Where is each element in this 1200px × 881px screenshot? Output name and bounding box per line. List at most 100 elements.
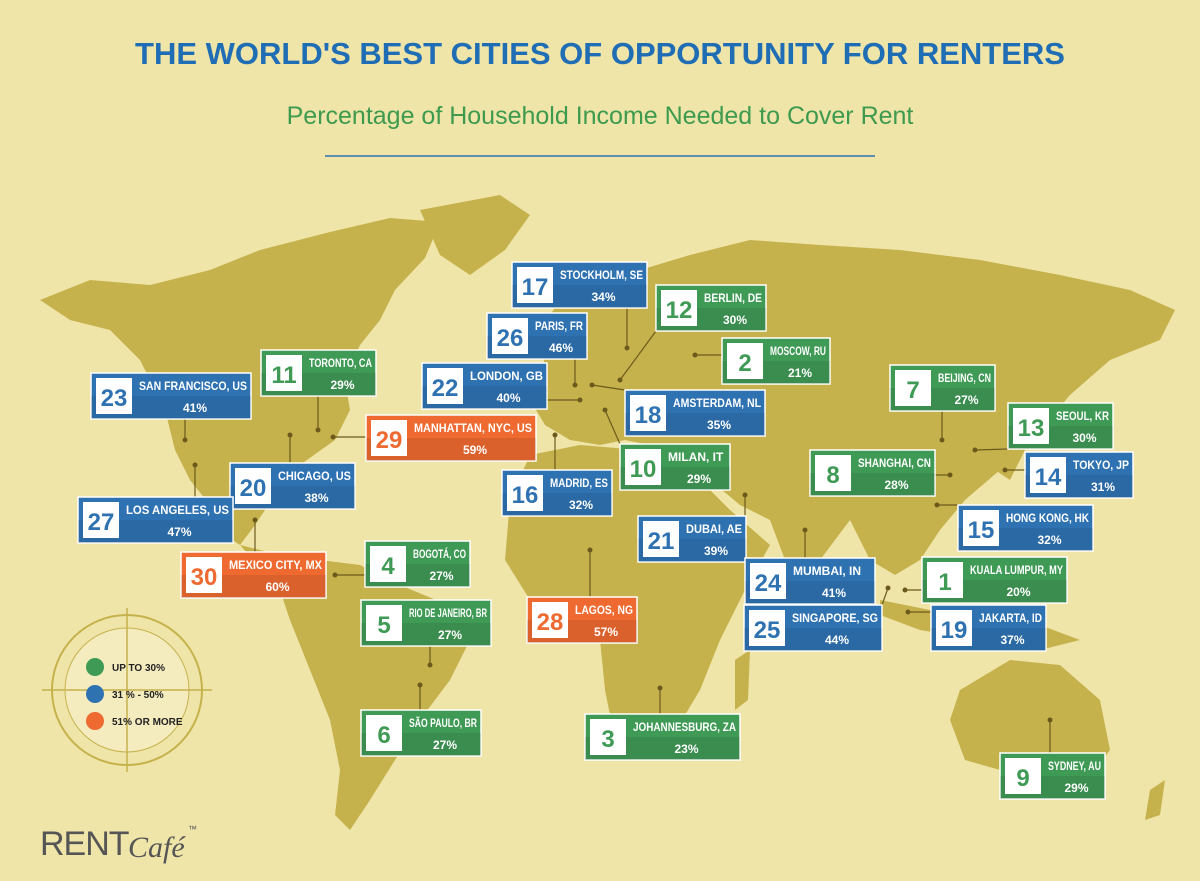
rank-badge (1005, 758, 1041, 794)
rank: 4 (381, 553, 395, 580)
rent-share: 30% (1072, 431, 1096, 445)
subtitle: Percentage of Household Income Needed to… (287, 102, 914, 130)
city-pin (939, 437, 945, 443)
rank: 25 (754, 617, 781, 644)
city-box: 4 BOGOTÁ, CO 27% (364, 540, 471, 588)
rank-badge (371, 420, 407, 456)
city-box: 20 CHICAGO, US 38% (229, 462, 356, 510)
rank-badge (815, 455, 851, 491)
rent-share: 27% (438, 628, 462, 642)
rank-badge (936, 610, 972, 646)
city-name: SHANGHAI, CN (858, 456, 931, 470)
city-name: TORONTO, CA (309, 356, 372, 370)
city-pin (934, 502, 940, 508)
rent-share: 41% (822, 586, 846, 600)
city-pin (287, 432, 293, 438)
rank-badge (590, 719, 626, 755)
rank: 14 (1035, 464, 1062, 491)
city-name: LOS ANGELES, US (126, 503, 229, 517)
city-name: HONG KONG, HK (1006, 511, 1089, 525)
rent-share: 34% (591, 290, 615, 304)
city-box: 11 TORONTO, CA 29% (260, 349, 377, 397)
city-pin (552, 432, 558, 438)
city-name: MILAN, IT (668, 450, 724, 464)
rank: 21 (648, 528, 675, 555)
rank: 12 (666, 297, 693, 324)
legend: UP TO 30% 31 % - 50% 51% OR MORE (42, 608, 212, 772)
city-name: RIO DE JANEIRO, BR (409, 606, 487, 620)
city-pin (617, 377, 623, 383)
city-box: 23 SAN FRANCISCO, US 41% (90, 372, 252, 420)
logo-script: Café (128, 831, 186, 864)
city-box: 12 BERLIN, DE 30% (655, 284, 767, 332)
rank-badge (370, 546, 406, 582)
city-box: 5 RIO DE JANEIRO, BR 27% (360, 599, 492, 647)
legend-swatch (86, 712, 104, 730)
city-name: MANHATTAN, NYC, US (414, 421, 532, 435)
logo-mark: ™ (188, 824, 197, 834)
leader-line (604, 409, 621, 445)
rank: 27 (88, 509, 115, 536)
rent-share: 40% (496, 391, 520, 405)
rank: 18 (635, 402, 662, 429)
rank-badge (532, 602, 568, 638)
city-pin (315, 427, 321, 433)
legend-label: UP TO 30% (112, 663, 165, 674)
city-pin (905, 609, 911, 615)
city-name: BEIJING, CN (938, 371, 991, 385)
city-pin (802, 527, 808, 533)
city-pin (972, 447, 978, 453)
rent-share: 23% (674, 742, 698, 756)
rank-badge (895, 370, 931, 406)
rent-share: 59% (463, 443, 487, 457)
rank-badge (1013, 408, 1049, 444)
city-box: 6 SÃO PAULO, BR 27% (360, 709, 482, 757)
logo: RENT Café ™ (40, 824, 197, 864)
city-pin (587, 547, 593, 553)
city-box: 18 AMSTERDAM, NL 35% (624, 389, 766, 437)
rank-badge (96, 378, 132, 414)
rank-badge (749, 610, 785, 646)
city-name: PARIS, FR (535, 319, 583, 333)
rank: 8 (826, 462, 839, 489)
rank-badge (1030, 457, 1066, 493)
rank-badge (235, 468, 271, 504)
rank-badge (963, 510, 999, 546)
city-pin (330, 434, 336, 440)
rank-badge (630, 395, 666, 431)
rank-badge (643, 521, 679, 557)
city-box: 28 LAGOS, NG 57% (526, 596, 638, 644)
city-pin (885, 585, 891, 591)
city-pin (572, 382, 578, 388)
city-name: AMSTERDAM, NL (673, 396, 761, 410)
city-name: JOHANNESBURG, ZA (633, 720, 736, 734)
city-box: 16 MADRID, ES 32% (501, 469, 613, 517)
rank: 10 (630, 456, 657, 483)
city-pin (902, 587, 908, 593)
city-pin (427, 662, 433, 668)
rank: 6 (377, 722, 390, 749)
title: THE WORLD'S BEST CITIES OF OPPORTUNITY F… (135, 36, 1065, 71)
city-box: 21 DUBAI, AE 39% (637, 515, 747, 563)
city-box: 14 TOKYO, JP 31% (1024, 451, 1134, 499)
rank: 16 (512, 482, 539, 509)
city-box: 15 HONG KONG, HK 32% (957, 504, 1094, 552)
city-name: BERLIN, DE (704, 291, 762, 305)
rent-share: 32% (1037, 533, 1061, 547)
rent-share: 29% (330, 378, 354, 392)
city-pin (657, 685, 663, 691)
city-name: SEOUL, KR (1056, 409, 1109, 423)
city-box: 22 LONDON, GB 40% (421, 362, 548, 410)
city-name: LONDON, GB (470, 369, 543, 383)
rank: 28 (537, 609, 564, 636)
city-name: LAGOS, NG (575, 603, 633, 617)
rank: 13 (1018, 415, 1045, 442)
rank: 30 (191, 564, 218, 591)
rank: 20 (240, 475, 267, 502)
city-box: 17 STOCKHOLM, SE 34% (511, 261, 648, 309)
rank: 1 (938, 569, 951, 596)
rank-badge (507, 475, 543, 511)
leader-line (881, 587, 889, 606)
rank-badge (186, 557, 222, 593)
